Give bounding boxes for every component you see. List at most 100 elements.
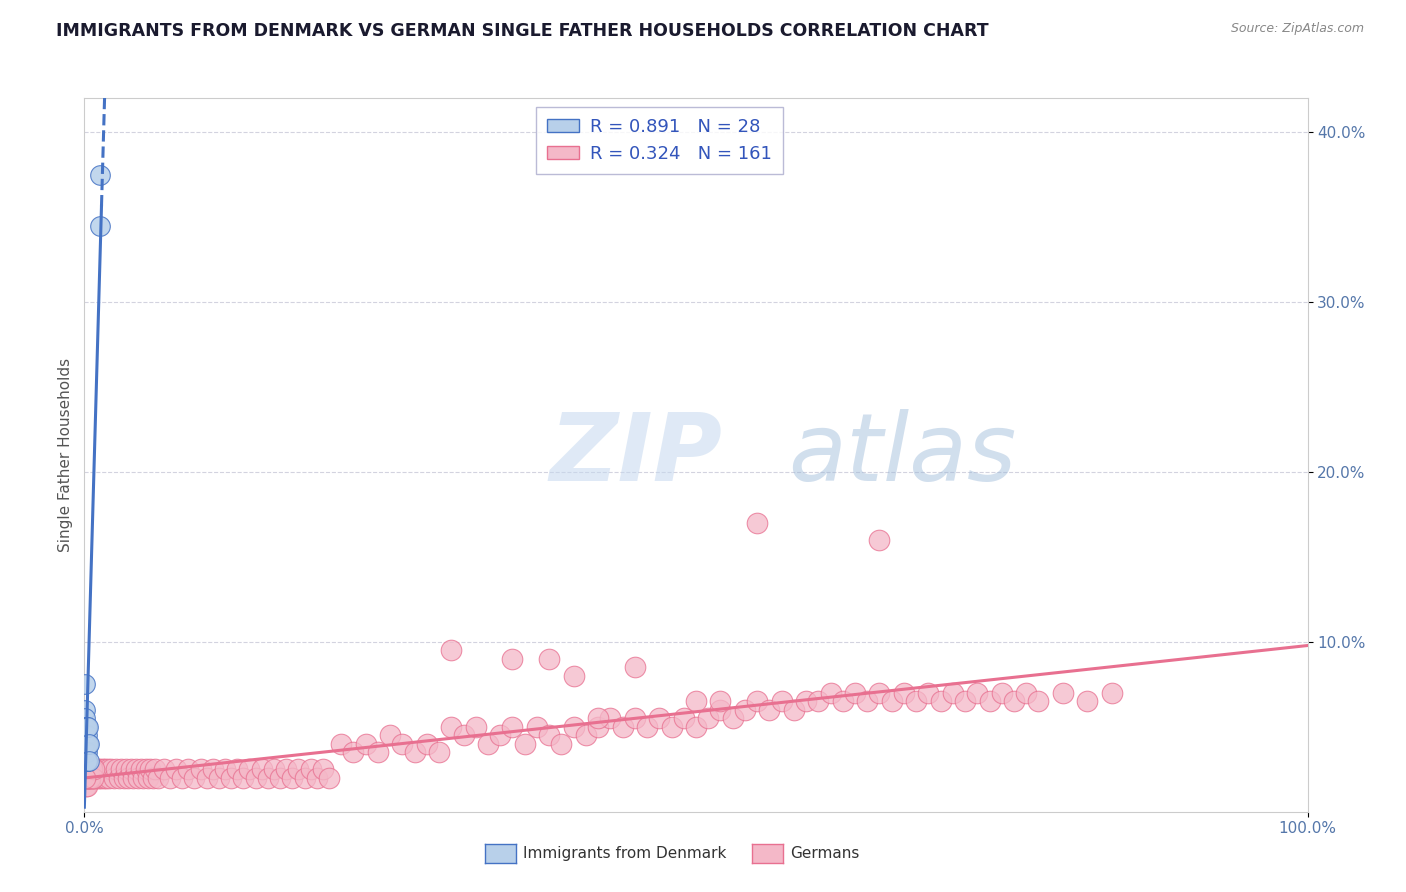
Point — [159, 771, 181, 785]
Point — [966, 686, 988, 700]
Point — [367, 745, 389, 759]
Point — [721, 711, 744, 725]
Point — [538, 728, 561, 742]
Point — [305, 771, 328, 785]
Point — [214, 762, 236, 776]
Point — [281, 771, 304, 785]
Point — [82, 771, 104, 785]
Point — [391, 737, 413, 751]
Point — [76, 737, 98, 751]
Point — [76, 745, 98, 759]
Point — [77, 771, 100, 785]
Point — [117, 771, 139, 785]
Point — [75, 720, 97, 734]
Point — [75, 754, 97, 768]
Point — [75, 754, 97, 768]
Text: IMMIGRANTS FROM DENMARK VS GERMAN SINGLE FATHER HOUSEHOLDS CORRELATION CHART: IMMIGRANTS FROM DENMARK VS GERMAN SINGLE… — [56, 22, 988, 40]
Text: Immigrants from Denmark: Immigrants from Denmark — [523, 847, 727, 861]
Point — [636, 720, 658, 734]
Point — [75, 737, 97, 751]
Point — [312, 762, 335, 776]
Point — [75, 754, 97, 768]
Point — [75, 754, 97, 768]
Point — [208, 771, 231, 785]
Point — [77, 737, 100, 751]
Point — [86, 771, 108, 785]
Point — [143, 762, 166, 776]
Point — [77, 762, 100, 776]
Point — [685, 694, 707, 708]
Point — [142, 771, 165, 785]
Point — [685, 720, 707, 734]
Point — [190, 762, 212, 776]
Point — [648, 711, 671, 725]
Point — [75, 771, 97, 785]
Point — [76, 762, 98, 776]
Point — [73, 771, 96, 785]
Point — [880, 694, 903, 708]
Point — [77, 754, 100, 768]
Y-axis label: Single Father Households: Single Father Households — [58, 358, 73, 552]
Point — [477, 737, 499, 751]
Point — [77, 762, 100, 776]
Point — [75, 711, 97, 725]
Point — [287, 762, 309, 776]
Point — [299, 762, 322, 776]
Point — [354, 737, 377, 751]
Point — [380, 728, 402, 742]
Point — [73, 703, 96, 717]
Point — [139, 762, 162, 776]
Point — [97, 771, 120, 785]
Point — [1052, 686, 1074, 700]
Point — [758, 703, 780, 717]
Point — [77, 737, 100, 751]
Text: Germans: Germans — [790, 847, 859, 861]
Point — [75, 779, 97, 793]
Point — [856, 694, 879, 708]
Point — [489, 728, 512, 742]
Point — [794, 694, 817, 708]
Point — [97, 762, 120, 776]
Point — [76, 771, 98, 785]
Point — [73, 737, 96, 751]
Point — [75, 771, 97, 785]
Point — [599, 711, 621, 725]
Text: Source: ZipAtlas.com: Source: ZipAtlas.com — [1230, 22, 1364, 36]
Point — [76, 720, 98, 734]
Point — [990, 686, 1012, 700]
Point — [93, 771, 115, 785]
Point — [75, 771, 97, 785]
Point — [661, 720, 683, 734]
Point — [75, 720, 97, 734]
Point — [697, 711, 720, 725]
Point — [942, 686, 965, 700]
Point — [127, 771, 149, 785]
Point — [453, 728, 475, 742]
Point — [76, 754, 98, 768]
Point — [77, 720, 100, 734]
Point — [513, 737, 536, 751]
Point — [94, 762, 117, 776]
Point — [112, 771, 135, 785]
Point — [250, 762, 273, 776]
Point — [172, 771, 194, 785]
Point — [77, 771, 100, 785]
Point — [1015, 686, 1038, 700]
Point — [77, 771, 100, 785]
Point — [318, 771, 340, 785]
Legend: R = 0.891   N = 28, R = 0.324   N = 161: R = 0.891 N = 28, R = 0.324 N = 161 — [536, 107, 783, 174]
Point — [79, 762, 101, 776]
Point — [464, 720, 486, 734]
Point — [79, 771, 101, 785]
Point — [1002, 694, 1025, 708]
Point — [263, 762, 285, 776]
Point — [831, 694, 853, 708]
Point — [747, 694, 769, 708]
Point — [1028, 694, 1050, 708]
Point — [562, 720, 585, 734]
Point — [276, 762, 298, 776]
Point — [75, 720, 97, 734]
Point — [245, 771, 267, 785]
Point — [87, 762, 110, 776]
Point — [75, 762, 97, 776]
